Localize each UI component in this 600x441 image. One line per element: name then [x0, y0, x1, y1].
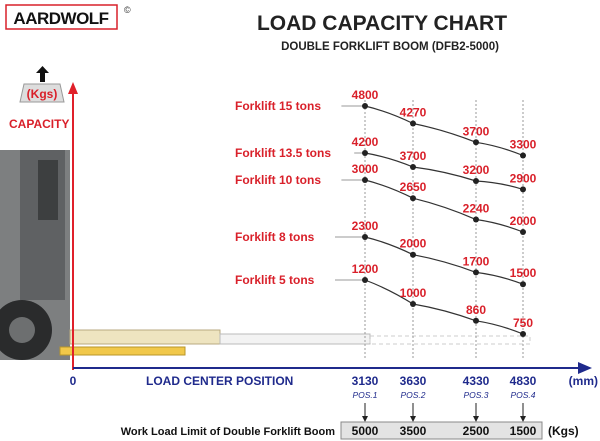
data-label: 3700 [400, 149, 427, 163]
data-point [362, 150, 368, 156]
series-1: Forklift 15 tons 4800 4270 3700 3300 [235, 88, 537, 159]
series-line [364, 179, 524, 233]
data-label: 4270 [400, 105, 427, 119]
data-point [520, 229, 526, 235]
data-point [362, 234, 368, 240]
position-label: POS.4 [510, 390, 535, 400]
data-point [473, 178, 479, 184]
data-label: 1500 [510, 266, 537, 280]
x-axis-label: LOAD CENTER POSITION [146, 374, 293, 388]
data-point [410, 251, 416, 258]
y-axis-arrow [68, 82, 78, 94]
data-point [410, 301, 416, 307]
series-label: Forklift 8 tons [235, 230, 315, 244]
data-label: 2300 [352, 219, 379, 233]
series-line [364, 279, 524, 335]
position-arrow-head [520, 416, 526, 422]
data-point [473, 317, 479, 324]
chart-title: LOAD CAPACITY CHART [257, 12, 507, 35]
series-3: Forklift 10 tons 3000 2650 2240 2000 [235, 162, 537, 235]
data-label: 3200 [463, 163, 490, 177]
data-point [473, 139, 479, 146]
data-point [362, 277, 368, 283]
series-line [364, 152, 524, 190]
position-arrow-head [473, 416, 479, 422]
data-label: 4800 [352, 88, 379, 102]
data-point [520, 281, 526, 288]
data-label: 1700 [463, 254, 490, 268]
data-point [410, 195, 416, 202]
data-point [362, 103, 368, 109]
data-point [362, 177, 368, 183]
y-axis-label: CAPACITY [9, 117, 69, 131]
wll-value: 5000 [352, 424, 379, 438]
data-point [520, 186, 526, 193]
position-arrow-head [362, 416, 368, 422]
series-label: Forklift 10 tons [235, 173, 321, 187]
data-label: 1200 [352, 262, 379, 276]
x-tick-label: 4830 [510, 374, 537, 388]
position-label: POS.3 [463, 390, 488, 400]
data-label: 4200 [352, 135, 379, 149]
aardwolf-logo: AARDWOLF © [5, 4, 131, 30]
data-point [473, 216, 479, 223]
position-label: POS.1 [352, 390, 377, 400]
series-label: Forklift 5 tons [235, 273, 315, 287]
wll-unit: (Kgs) [548, 424, 579, 438]
x-axis-arrow [578, 362, 592, 374]
series-2: Forklift 13.5 tons 4200 3700 3200 2900 [235, 135, 537, 193]
data-label: 2900 [510, 171, 537, 185]
data-label: 3000 [352, 162, 379, 176]
data-label: 3300 [510, 138, 537, 152]
x-tick-label: 3630 [400, 374, 427, 388]
weight-unit-icon [19, 66, 65, 103]
data-point [410, 120, 416, 127]
data-label: 2000 [400, 237, 427, 251]
series-4: Forklift 8 tons 2300 2000 1700 1500 [235, 219, 537, 288]
position-label: POS.2 [400, 390, 425, 400]
wll-label: Work Load Limit of Double Forklift Boom [121, 426, 336, 438]
wll-value: 2500 [463, 424, 490, 438]
data-label: 3700 [463, 124, 490, 138]
logo-copyright: © [124, 5, 131, 15]
wll-box [340, 421, 543, 440]
data-label: 750 [513, 316, 533, 330]
boom-image [59, 329, 531, 356]
data-point [520, 331, 526, 337]
data-point [520, 152, 526, 159]
chart-subtitle: DOUBLE FORKLIFT BOOM (DFB2-5000) [281, 41, 499, 53]
data-point [473, 269, 479, 276]
x-origin-label: 0 [70, 374, 77, 388]
data-label: 2240 [463, 202, 490, 216]
data-label: 2000 [510, 214, 537, 228]
series-line [364, 236, 524, 285]
series-5: Forklift 5 tons 1200 1000 860 750 [235, 262, 533, 337]
data-label: 1000 [400, 286, 427, 300]
data-label: 860 [466, 303, 486, 317]
logo-text: AARDWOLF [13, 9, 108, 28]
data-point [410, 164, 416, 170]
series-label: Forklift 13.5 tons [235, 146, 331, 160]
y-unit: (Kgs) [27, 87, 58, 101]
series-label: Forklift 15 tons [235, 99, 321, 113]
forklift-image [0, 150, 70, 360]
data-label: 2650 [400, 180, 427, 194]
x-unit: (mm) [569, 374, 598, 388]
x-tick-label: 3130 [352, 374, 379, 388]
series-line [364, 105, 524, 157]
wll-value: 3500 [400, 424, 427, 438]
position-arrow-head [410, 416, 416, 422]
wll-value: 1500 [510, 424, 537, 438]
x-tick-label: 4330 [463, 374, 490, 388]
